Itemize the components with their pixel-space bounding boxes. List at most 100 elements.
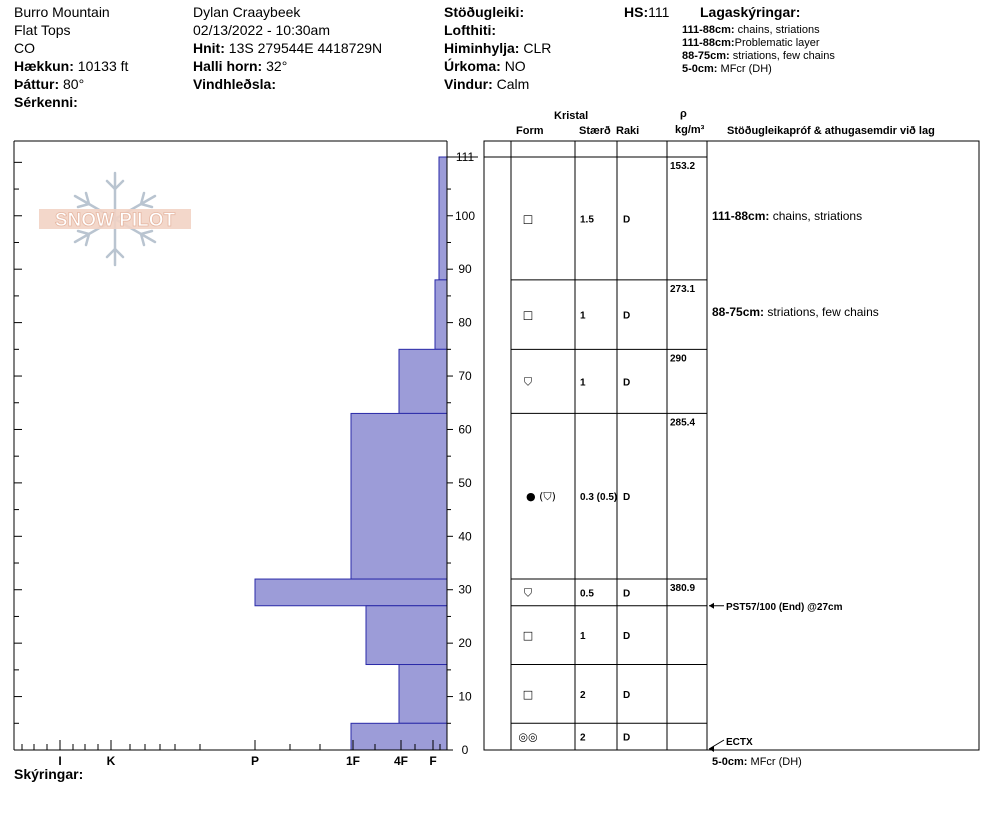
hs-value: 111: [648, 4, 670, 20]
moisture: D: [623, 311, 630, 322]
hardness-tick-label: 4F: [394, 754, 408, 768]
layer-notes-label: Lagaskýringar:: [700, 4, 801, 20]
hardness-bar: [434, 279, 448, 350]
hardness-tick-label: K: [107, 754, 116, 768]
stability-test: PST57/100 (End) @27cm: [726, 602, 843, 613]
hardness-bar: [254, 578, 448, 607]
moisture: D: [623, 733, 630, 744]
hardness-bar: [350, 412, 448, 580]
density-unit-header: kg/m³: [675, 124, 705, 136]
bottom-layer-note: 5-0cm: MFcr (DH): [712, 756, 802, 768]
hs-label: HS:: [624, 4, 649, 20]
layer-note: 111-88cm:Problematic layer: [682, 37, 820, 49]
test-arrow-head: [709, 746, 714, 752]
table-border: [483, 140, 980, 751]
wind-value: Calm: [496, 76, 530, 92]
snowpilot-logo: SNOW PILOT: [39, 171, 191, 267]
area-name: Flat Tops: [14, 22, 71, 38]
moisture: D: [623, 377, 630, 388]
moisture: D: [623, 588, 630, 599]
grain-size: 1.5: [580, 214, 594, 225]
hardness-tick-label: I: [58, 754, 61, 768]
tests-header: Stöðugleikapróf & athugasemdir við lag: [727, 125, 935, 137]
grain-form-symbol: ⛉: [524, 586, 533, 599]
elevation-label: Hækkun:: [14, 58, 74, 74]
hardness-bar: [350, 722, 448, 751]
grain-form-symbol: □: [523, 688, 533, 701]
moisture: D: [623, 492, 630, 503]
stability-test: ECTX: [726, 737, 753, 748]
grain-form-symbol: ● (⛉): [526, 490, 556, 503]
grain-form-symbol: □: [523, 212, 533, 225]
grain-form-symbol: ◎◎: [518, 731, 537, 744]
depth-tick-label: 30: [458, 583, 472, 597]
coords-value: 13S 279544E 4418729N: [228, 40, 383, 56]
layer-note: 111-88cm: chains, striations: [682, 24, 820, 36]
hardness-tick-label: 1F: [346, 754, 360, 768]
hardness-bar: [398, 664, 448, 724]
depth-tick-label: 20: [458, 636, 472, 650]
moisture: D: [623, 214, 630, 225]
wind-label: Vindur:: [444, 76, 493, 92]
moisture: D: [623, 631, 630, 642]
hardness-tick-label: P: [251, 754, 259, 768]
density-value: 380.9: [670, 583, 695, 594]
remarks-label: Skýringar:: [14, 766, 84, 782]
test-arrow-head: [709, 602, 714, 609]
observation-datetime: 02/13/2022 - 10:30am: [193, 22, 330, 38]
grain-size: 0.5: [580, 588, 594, 599]
windloading-label: Vindhleðsla:: [193, 76, 276, 92]
form-header: Form: [516, 125, 544, 137]
hardness-bar: [398, 348, 448, 414]
elevation-value: 10133 ft: [77, 58, 129, 74]
layer-note: 5-0cm: MFcr (DH): [682, 63, 772, 75]
hardness-bar: [365, 605, 448, 666]
hardness-tick-label: F: [429, 754, 436, 768]
airtemp-label: Lofthiti:: [444, 22, 497, 38]
grain-size: 1: [580, 631, 586, 642]
depth-tick-label: 60: [458, 422, 472, 436]
slope-value: 32°: [266, 58, 288, 74]
density-value: 285.4: [670, 417, 695, 428]
depth-tick-label: 100: [455, 209, 475, 223]
precip-label: Úrkoma:: [444, 58, 501, 74]
sky-value: CLR: [523, 40, 552, 56]
depth-tick-label: 111: [456, 150, 475, 164]
layer-comment: 88-75cm: striations, few chains: [712, 305, 879, 319]
depth-tick-label: 0: [462, 743, 469, 757]
grain-form-symbol: □: [523, 629, 533, 642]
layer-comment: 111-88cm: chains, striations: [712, 209, 862, 223]
density-value: 273.1: [670, 284, 695, 295]
size-header: Stærð: [579, 125, 611, 137]
depth-tick-label: 70: [458, 369, 472, 383]
moisture-header: Raki: [616, 125, 640, 137]
sky-label: Himinhylja:: [444, 40, 520, 56]
depth-tick-label: 50: [458, 476, 472, 490]
coords-label: Hnit:: [193, 40, 225, 56]
moisture: D: [623, 690, 630, 701]
layer-note: 88-75cm: striations, few chains: [682, 50, 835, 62]
logo-text: SNOW PILOT: [55, 210, 176, 231]
stability-label: Stöðugleiki:: [444, 4, 525, 20]
depth-tick-label: 90: [458, 262, 472, 276]
depth-tick-label: 40: [458, 529, 472, 543]
location-name: Burro Mountain: [14, 4, 110, 20]
grain-size: 1: [580, 377, 586, 388]
grain-size: 0.3 (0.5): [580, 492, 617, 503]
grain-size: 2: [580, 690, 586, 701]
precip-value: NO: [504, 58, 526, 74]
observer-name: Dylan Craaybeek: [193, 4, 301, 20]
hardness-bar: [438, 156, 448, 281]
density-value: 290: [670, 353, 687, 364]
rho-header: ρ: [680, 108, 687, 120]
depth-tick-label: 80: [458, 316, 472, 330]
depth-tick-label: 10: [458, 690, 472, 704]
grain-form-symbol: □: [523, 309, 533, 322]
state-name: CO: [14, 40, 35, 56]
grain-form-symbol: ⛉: [524, 375, 533, 388]
aspect-value: 80°: [63, 76, 85, 92]
features-label: Sérkenni:: [14, 94, 78, 110]
grain-size: 2: [580, 733, 586, 744]
slope-label: Halli horn:: [193, 58, 263, 74]
